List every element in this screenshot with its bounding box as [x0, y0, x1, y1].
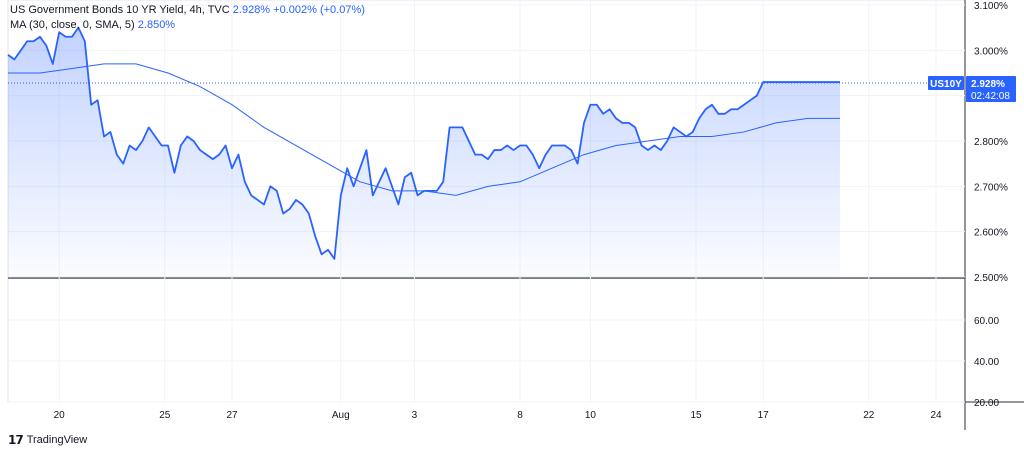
- x-tick-label: 15: [690, 410, 702, 421]
- x-tick-label: 20: [54, 410, 66, 421]
- lower-y-tick-label: 40.00: [974, 357, 999, 368]
- price-area-fill: [8, 27, 840, 277]
- time-axis[interactable]: 20 25 27 Aug 3 8 10 15 17 22 24: [54, 410, 942, 421]
- legend-main[interactable]: US Government Bonds 10 YR Yield, 4h, TVC…: [10, 4, 365, 16]
- price-labels: US10Y 2.928%02:42:08: [928, 75, 1016, 102]
- price-axis[interactable]: 3.100%3.000%2.900%2.800%2.700%2.600%2.50…: [974, 1, 1008, 284]
- price-line: [7, 26, 841, 260]
- x-tick-label: 22: [863, 410, 875, 421]
- y-tick-label: 2.600%: [974, 228, 1008, 239]
- y-tick-label: 3.000%: [974, 46, 1008, 57]
- x-tick-label: 24: [930, 410, 942, 421]
- legend-main-change: +0.002% (+0.07%): [273, 4, 365, 16]
- y-tick-label: 2.500%: [974, 273, 1008, 284]
- x-tick-label: 17: [758, 410, 770, 421]
- legend-main-title: US Government Bonds 10 YR Yield, 4h, TVC: [10, 4, 230, 16]
- y-tick-label: 2.800%: [974, 137, 1008, 148]
- tradingview-brand-text: TradingView: [26, 434, 88, 446]
- symbol-label-bg: [928, 75, 964, 90]
- symbol-label: US10Y: [930, 79, 962, 90]
- y-tick-label: 3.100%: [974, 1, 1008, 12]
- legend-ma-title: MA (30, close, 0, SMA, 5): [10, 19, 135, 31]
- x-tick-label: 25: [159, 410, 171, 421]
- x-tick-label: 8: [517, 410, 523, 421]
- countdown-label: 02:42:08: [971, 91, 1010, 102]
- x-tick-label: 10: [585, 410, 597, 421]
- legend-ma-value: 2.850%: [137, 19, 176, 31]
- last-price-label-bg: [966, 75, 1016, 102]
- legend-ma[interactable]: MA (30, close, 0, SMA, 5) 2.850%: [10, 19, 175, 31]
- x-tick-label: Aug: [332, 410, 350, 421]
- lower-y-tick-label: 60.00: [974, 316, 999, 327]
- x-tick-label: 3: [412, 410, 418, 421]
- y-tick-label: 2.700%: [974, 182, 1008, 193]
- area-fill: [8, 27, 840, 277]
- lower-pane-axis[interactable]: 60.00 40.00 20.00: [974, 316, 999, 409]
- x-tick-label: 27: [226, 410, 238, 421]
- tradingview-brand[interactable]: 𝟭𝟳 TradingView: [8, 433, 87, 447]
- legend-main-last: 2.928%: [232, 4, 271, 16]
- tradingview-logo-icon: 𝟭𝟳: [8, 433, 24, 447]
- last-price-label: 2.928%: [971, 79, 1005, 90]
- lower-y-tick-label: 20.00: [974, 398, 999, 409]
